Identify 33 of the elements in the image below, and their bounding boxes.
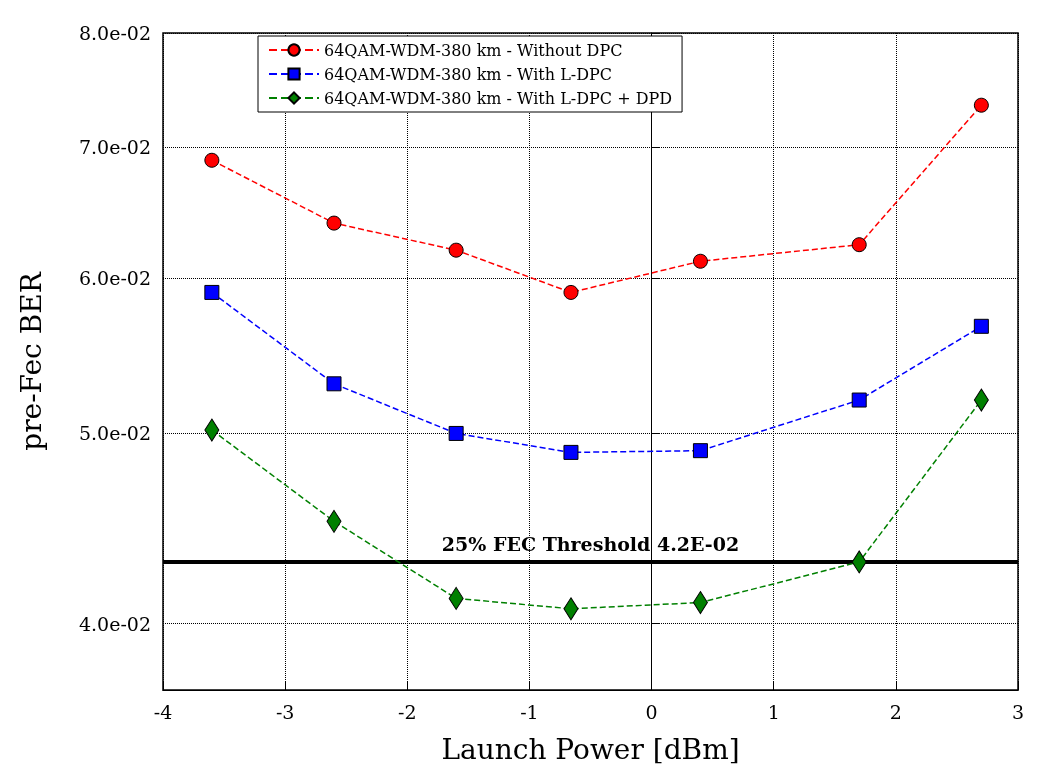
x-tick-label: -4 xyxy=(153,700,173,723)
x-tick-label: 2 xyxy=(889,700,902,723)
point xyxy=(563,284,579,300)
y-tick-label: 5.0e-02 xyxy=(78,422,151,445)
x-tick-label: 1 xyxy=(767,700,780,723)
point xyxy=(973,97,989,113)
point xyxy=(851,392,867,408)
point xyxy=(563,444,579,460)
x-tick-label: 0 xyxy=(645,700,658,723)
x-tick-label: -1 xyxy=(520,700,539,723)
y-tick-label: 4.0e-02 xyxy=(78,612,151,635)
y-tick-label: 6.0e-02 xyxy=(78,267,151,290)
point xyxy=(692,443,708,459)
point xyxy=(973,318,989,334)
point xyxy=(851,237,867,253)
y-tick-label: 7.0e-02 xyxy=(78,135,151,158)
point xyxy=(448,425,464,441)
point xyxy=(692,253,708,269)
point xyxy=(326,215,342,231)
point xyxy=(326,376,342,392)
ref-line-label: 25% FEC Threshold 4.2E-02 xyxy=(441,533,740,556)
x-tick-label: -3 xyxy=(275,700,295,723)
point xyxy=(204,152,220,168)
point xyxy=(448,242,464,258)
point xyxy=(204,284,220,300)
legend-label: 64QAM-WDM-380 km - With L-DPC xyxy=(324,64,613,84)
x-axis-title: Launch Power [dBm] xyxy=(441,732,740,766)
legend-label: 64QAM-WDM-380 km - Without DPC xyxy=(324,40,623,60)
legend-label: 64QAM-WDM-380 km - With L-DPC + DPD xyxy=(324,88,673,108)
x-tick-label: 3 xyxy=(1011,700,1025,723)
y-tick-label: 8.0e-02 xyxy=(78,22,151,44)
x-tick-label: -2 xyxy=(398,700,417,723)
y-axis-title: pre-Fec BER xyxy=(14,271,48,451)
